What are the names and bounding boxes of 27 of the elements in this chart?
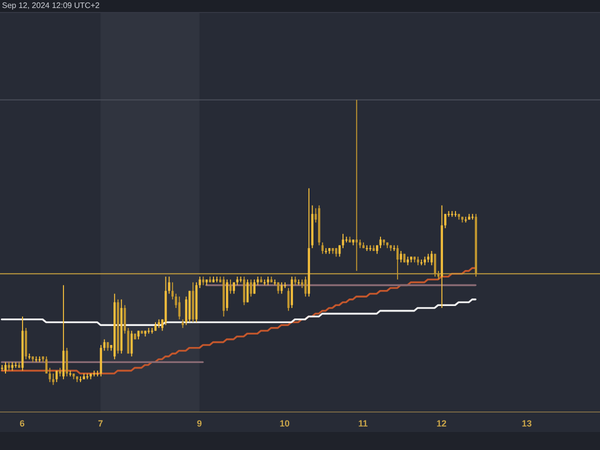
candlestick <box>243 276 246 306</box>
x-tick-label: 10 <box>280 418 290 428</box>
x-tick-label: 11 <box>358 418 368 428</box>
candlestick <box>178 296 180 320</box>
candlestick <box>379 236 382 249</box>
x-tick-label: 7 <box>98 418 104 428</box>
candlestick <box>246 278 249 303</box>
candlestick <box>103 338 106 352</box>
candlestick <box>56 370 58 383</box>
candlestick <box>66 347 68 377</box>
candlestick <box>130 330 133 357</box>
candlestick <box>342 233 344 249</box>
candlestick <box>430 250 433 266</box>
x-tick-label: 12 <box>436 418 446 428</box>
x-tick-label: 13 <box>522 418 532 428</box>
candlestick <box>434 253 436 278</box>
candlestick <box>45 356 48 374</box>
candlestick <box>229 278 232 294</box>
candlestick <box>48 367 51 383</box>
candlestick <box>356 99 358 272</box>
x-tick-label: 6 <box>20 418 25 428</box>
candlestick <box>287 288 290 312</box>
candlestick <box>280 282 283 294</box>
candlestick <box>304 276 307 298</box>
candlestick <box>396 244 399 280</box>
text: Sep 12, 2024 12:09 UTC+2 <box>2 1 100 11</box>
x-tick-label: 9 <box>196 418 202 428</box>
